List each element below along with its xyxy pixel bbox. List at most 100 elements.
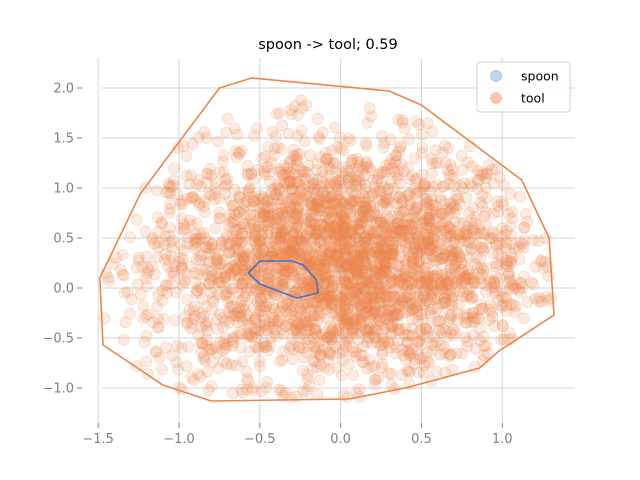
data-point bbox=[163, 236, 176, 249]
data-point bbox=[425, 232, 438, 244]
data-point bbox=[504, 220, 516, 233]
data-point bbox=[467, 306, 480, 319]
data-point bbox=[460, 228, 473, 241]
data-point bbox=[399, 254, 412, 267]
data-point bbox=[339, 285, 352, 297]
data-point bbox=[378, 228, 391, 241]
data-point bbox=[235, 306, 248, 319]
data-point bbox=[341, 302, 354, 315]
data-point bbox=[195, 307, 207, 319]
data-point bbox=[326, 279, 339, 292]
data-point bbox=[362, 297, 375, 310]
data-point bbox=[441, 271, 454, 284]
data-point bbox=[334, 230, 347, 243]
data-point bbox=[416, 216, 429, 229]
data-point bbox=[335, 290, 348, 303]
data-point bbox=[421, 117, 434, 130]
data-point bbox=[464, 271, 477, 284]
data-point bbox=[183, 304, 196, 317]
data-point bbox=[253, 324, 265, 337]
data-point bbox=[301, 243, 314, 256]
data-point bbox=[235, 144, 248, 157]
data-point bbox=[224, 301, 236, 314]
data-point bbox=[358, 235, 371, 248]
data-point bbox=[276, 275, 289, 288]
data-point bbox=[457, 274, 470, 287]
data-point bbox=[369, 261, 382, 274]
data-point bbox=[346, 154, 359, 167]
data-point bbox=[284, 339, 297, 352]
data-point bbox=[262, 344, 274, 357]
data-point bbox=[230, 359, 242, 372]
data-point bbox=[265, 188, 278, 201]
data-point bbox=[277, 327, 290, 340]
data-point bbox=[124, 231, 137, 244]
data-point bbox=[375, 280, 388, 293]
data-point bbox=[347, 369, 360, 381]
data-point bbox=[429, 212, 441, 225]
data-point bbox=[411, 336, 424, 349]
data-point bbox=[476, 167, 489, 180]
data-point bbox=[363, 161, 376, 174]
data-point bbox=[423, 283, 436, 296]
data-point bbox=[496, 319, 509, 331]
data-point bbox=[464, 177, 477, 190]
data-point bbox=[409, 174, 422, 187]
data-point bbox=[445, 310, 458, 322]
data-point bbox=[341, 259, 354, 272]
data-point bbox=[276, 297, 289, 310]
data-point bbox=[515, 277, 528, 290]
data-point bbox=[304, 209, 317, 222]
data-point bbox=[217, 166, 230, 178]
data-point bbox=[336, 233, 349, 246]
data-point bbox=[416, 128, 428, 141]
data-point bbox=[393, 206, 406, 219]
data-point bbox=[227, 282, 240, 295]
data-point bbox=[354, 223, 367, 236]
data-point bbox=[259, 209, 272, 222]
data-point bbox=[188, 234, 201, 247]
data-point bbox=[239, 230, 252, 243]
data-point bbox=[289, 315, 302, 328]
data-point bbox=[484, 299, 497, 312]
data-point bbox=[351, 152, 364, 165]
data-point bbox=[330, 331, 343, 344]
data-point bbox=[359, 296, 372, 309]
data-point bbox=[243, 317, 255, 330]
data-point bbox=[487, 207, 500, 220]
data-point bbox=[182, 340, 195, 353]
data-point bbox=[359, 232, 372, 245]
data-point bbox=[474, 252, 487, 265]
data-point bbox=[320, 190, 333, 203]
data-point bbox=[221, 178, 234, 191]
data-point bbox=[181, 293, 193, 306]
data-point bbox=[435, 297, 448, 310]
data-point bbox=[353, 240, 366, 252]
data-point bbox=[266, 269, 279, 282]
data-point bbox=[362, 291, 375, 304]
data-point bbox=[254, 292, 267, 305]
data-point bbox=[403, 298, 416, 311]
data-point bbox=[392, 212, 405, 225]
data-point bbox=[389, 341, 402, 354]
data-point bbox=[459, 228, 472, 241]
data-point bbox=[308, 331, 320, 344]
data-point bbox=[319, 146, 332, 159]
data-point bbox=[317, 264, 330, 277]
data-point bbox=[300, 273, 313, 286]
data-point bbox=[508, 242, 521, 255]
data-point bbox=[212, 271, 225, 284]
data-point bbox=[456, 274, 468, 287]
data-point bbox=[190, 287, 203, 300]
legend-marker-spoon bbox=[490, 70, 502, 82]
data-point bbox=[332, 174, 345, 187]
data-point bbox=[174, 198, 187, 211]
data-point bbox=[345, 210, 358, 223]
data-point bbox=[288, 270, 301, 283]
data-point bbox=[344, 235, 357, 248]
data-point bbox=[298, 189, 311, 202]
data-point bbox=[380, 202, 393, 215]
data-point bbox=[313, 289, 326, 302]
data-point bbox=[394, 323, 407, 336]
data-point bbox=[466, 272, 479, 285]
